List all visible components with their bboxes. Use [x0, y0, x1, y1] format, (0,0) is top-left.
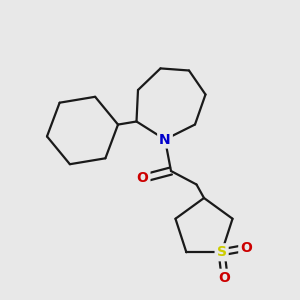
Text: S: S	[217, 245, 226, 259]
Text: N: N	[159, 133, 171, 146]
Text: O: O	[136, 172, 148, 185]
Text: O: O	[240, 241, 252, 255]
Text: O: O	[219, 271, 231, 285]
